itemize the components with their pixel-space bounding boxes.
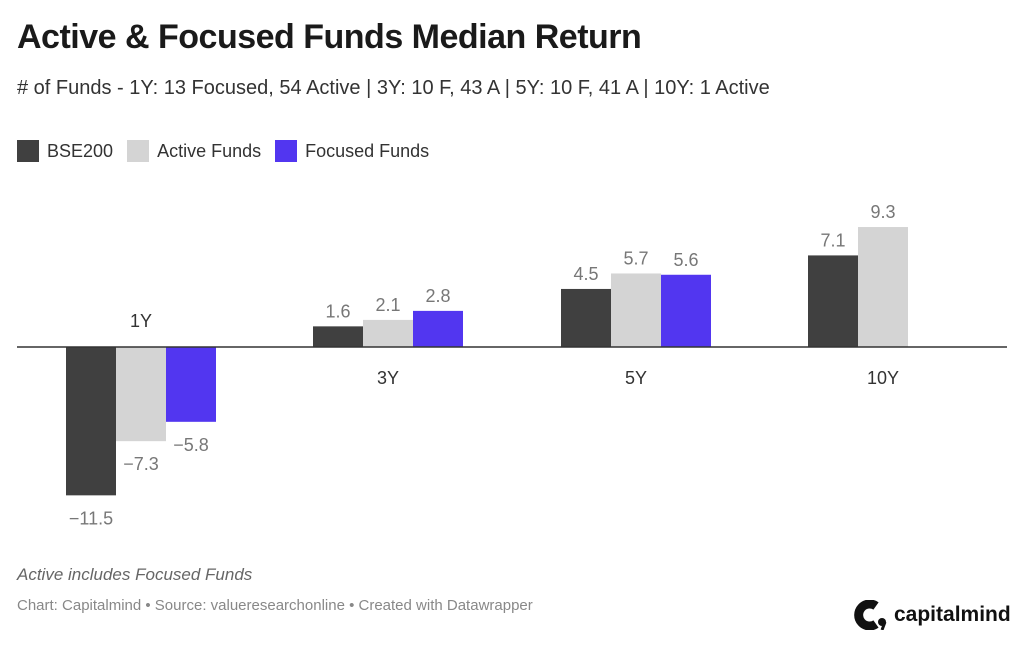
- bar-3Y-active-funds: [363, 319, 413, 347]
- data-label: 1.6: [325, 301, 350, 321]
- logo-mark-icon: [854, 600, 887, 630]
- bar-5Y-focused-funds: [661, 274, 711, 347]
- legend: BSE200 Active Funds Focused Funds: [17, 140, 429, 162]
- data-label: 9.3: [870, 202, 895, 222]
- legend-swatch: [17, 140, 39, 162]
- legend-swatch: [127, 140, 150, 162]
- bar-10Y-active-funds: [858, 227, 908, 347]
- chart-note: Active includes Focused Funds: [17, 565, 253, 584]
- capitalmind-logo: capitalmind: [854, 600, 1011, 630]
- bar-5Y-bse200: [561, 288, 611, 347]
- legend-item-bse200: BSE200: [17, 140, 113, 162]
- bar-3Y-focused-funds: [413, 310, 463, 347]
- category-label: 3Y: [377, 368, 399, 388]
- data-label: −5.8: [173, 435, 209, 455]
- chart-credit: Chart: Capitalmind • Source: valueresear…: [17, 597, 533, 614]
- legend-swatch: [275, 140, 298, 162]
- chart-subtitle: # of Funds - 1Y: 13 Focused, 54 Active |…: [17, 77, 770, 99]
- chart-title: Active & Focused Funds Median Return: [17, 18, 642, 56]
- bar-10Y-bse200: [808, 255, 858, 347]
- category-label: 1Y: [130, 311, 152, 331]
- data-label: −7.3: [123, 454, 159, 474]
- data-label: −11.5: [69, 508, 113, 528]
- legend-item-focused: Focused Funds: [275, 140, 429, 162]
- data-label: 7.1: [820, 230, 845, 250]
- legend-label: BSE200: [47, 140, 114, 161]
- category-label: 5Y: [625, 368, 647, 388]
- data-label: 5.6: [673, 250, 698, 270]
- bar-1Y-active-funds: [116, 347, 166, 442]
- bar-5Y-active-funds: [611, 273, 661, 347]
- data-label: 2.8: [425, 286, 450, 306]
- bar-3Y-bse200: [313, 326, 363, 347]
- legend-item-active: Active Funds: [127, 140, 261, 162]
- legend-label: Active Funds: [157, 140, 262, 161]
- data-label: 5.7: [623, 248, 648, 268]
- category-label: 10Y: [867, 368, 899, 388]
- logo-text: capitalmind: [894, 603, 1011, 626]
- legend-label: Focused Funds: [305, 140, 430, 161]
- data-label: 4.5: [573, 264, 598, 284]
- bar-1Y-focused-funds: [166, 347, 216, 422]
- bar-1Y-bse200: [66, 347, 116, 496]
- data-label: 2.1: [375, 295, 400, 315]
